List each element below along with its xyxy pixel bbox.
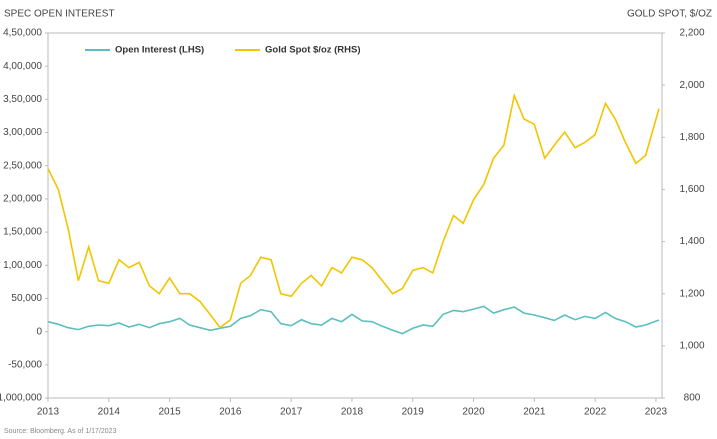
y-axis-title: SPEC OPEN INTEREST — [4, 9, 115, 20]
legend-label: Gold Spot $/oz (RHS) — [265, 45, 361, 56]
x-tick-label: 2023 — [645, 407, 668, 418]
y-tick-label: -50,000 — [8, 359, 42, 370]
x-tick-label: 2019 — [402, 407, 425, 418]
y-tick-label: 1,50,000 — [3, 227, 42, 238]
x-tick-label: 2020 — [462, 407, 485, 418]
y2-tick-label: 800 — [684, 393, 701, 404]
y2-tick-label: 1,000 — [679, 340, 704, 351]
y2-tick-label: 1,800 — [679, 132, 704, 143]
y-tick-label: 0 — [36, 326, 42, 337]
y-tick-label: 4,50,000 — [3, 28, 42, 39]
x-tick-label: 2013 — [37, 407, 60, 418]
series-line — [47, 305, 660, 335]
y-tick-label: 3,00,000 — [3, 127, 42, 138]
y2-tick-label: 1,200 — [679, 288, 704, 299]
x-tick-label: 2018 — [341, 407, 364, 418]
x-tick-label: 2014 — [98, 407, 121, 418]
y2-tick-label: 2,000 — [679, 80, 704, 91]
y2-tick-label: 2,200 — [679, 28, 704, 39]
y-tick-label: 2,00,000 — [3, 194, 42, 205]
y-tick-label: 4,00,000 — [3, 61, 42, 72]
plot-frame — [47, 32, 663, 399]
x-tick-label: 2017 — [280, 407, 303, 418]
source: Source: Bloomberg. As of 1/17/2023 — [4, 428, 117, 435]
series-line — [47, 92, 660, 329]
x-tick-label: 2022 — [584, 407, 607, 418]
legend-label: Open Interest (LHS) — [115, 45, 204, 56]
x-tick-label: 2015 — [158, 407, 181, 418]
y-tick-label: 1,00,000 — [3, 260, 42, 271]
y2-tick-label: 1,400 — [679, 236, 704, 247]
y2-axis-title: GOLD SPOT, $/OZ — [627, 9, 712, 20]
y-tick-label: 50,000 — [11, 293, 42, 304]
y2-tick-label: 1,600 — [679, 184, 704, 195]
x-tick-label: 2016 — [219, 407, 242, 418]
x-tick-label: 2021 — [523, 407, 546, 418]
y-tick-label: -1,000,000 — [0, 393, 42, 404]
y-tick-label: 3,50,000 — [3, 94, 42, 105]
y-tick-label: 2,50,000 — [3, 160, 42, 171]
